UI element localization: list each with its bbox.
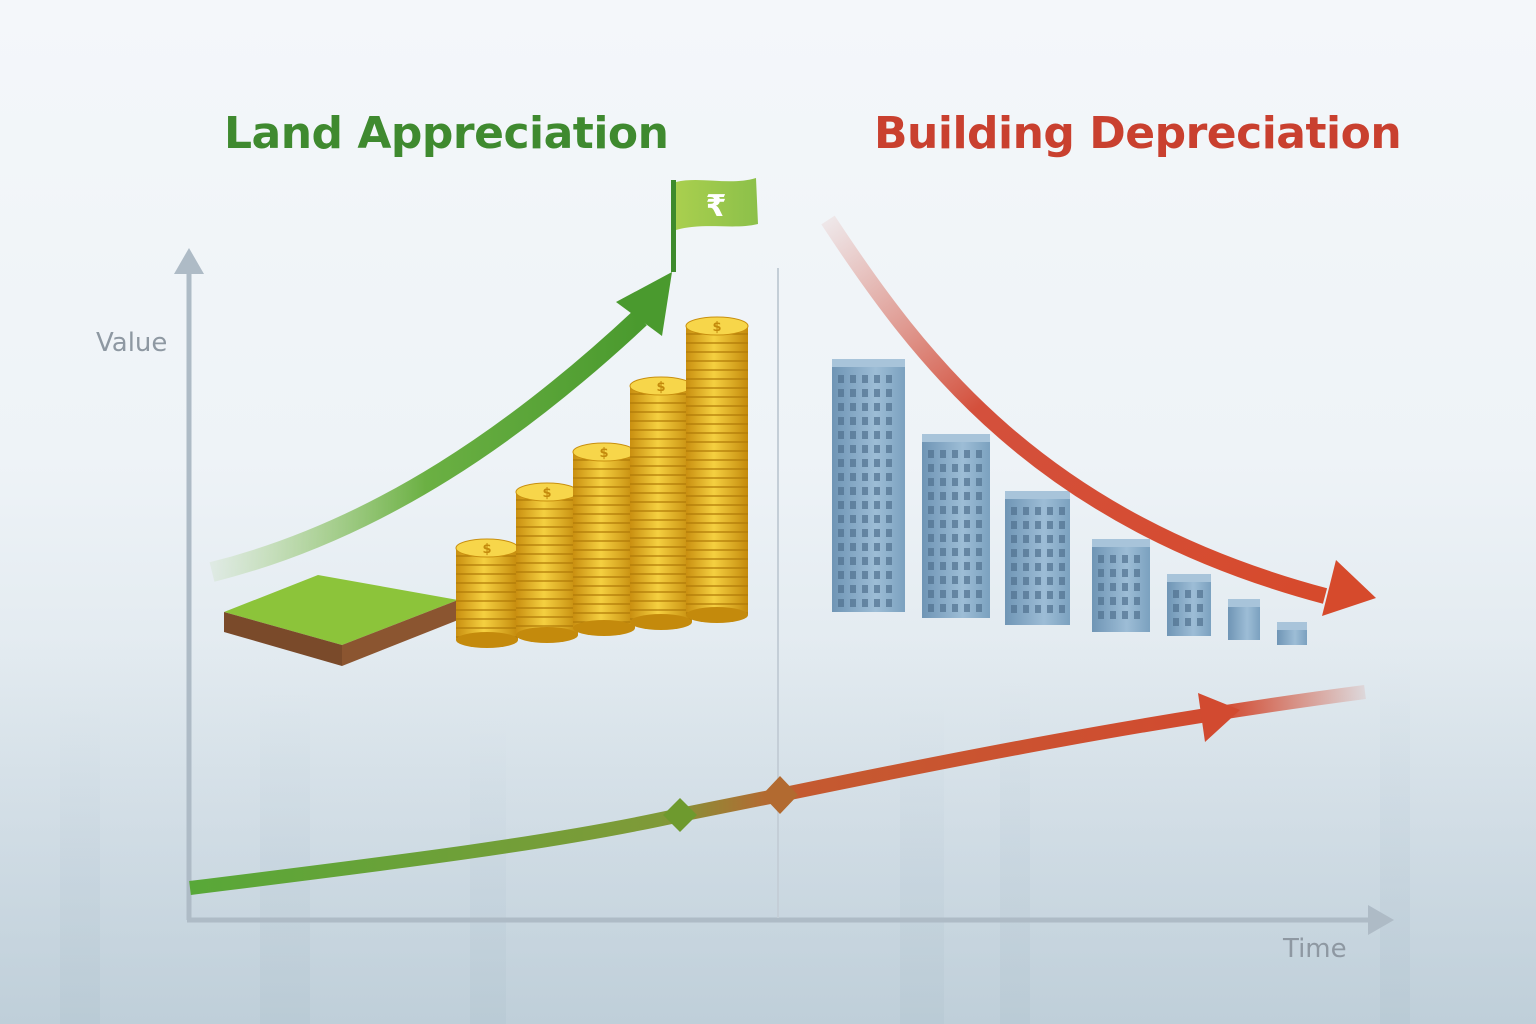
appreciation-arrow (209, 272, 672, 582)
dollar-symbol: $ (482, 542, 491, 557)
building-icon (1277, 622, 1307, 645)
trend-arrowhead (1198, 693, 1240, 742)
building-icon (922, 434, 990, 618)
dollar-symbol: $ (656, 380, 665, 395)
land-appreciation-title: Land Appreciation (224, 108, 669, 159)
dollar-symbol: $ (712, 320, 721, 335)
building-icon (832, 359, 905, 612)
rupee-flag-icon: ₹ (671, 178, 758, 272)
bottom-trend-line (189, 685, 1366, 895)
coin-stack: $ (685, 316, 749, 623)
dollar-symbol: $ (599, 446, 608, 461)
building-icon (1228, 599, 1260, 640)
y-axis (174, 248, 204, 920)
x-axis-label: Time (1283, 934, 1347, 964)
land-plot-icon (224, 575, 458, 666)
depreciation-arrow (821, 215, 1376, 616)
building-icon (1005, 491, 1070, 625)
building-icon (1092, 539, 1150, 632)
coin-stack: $ (515, 482, 579, 643)
x-axis (187, 905, 1394, 935)
coin-stack: $ (455, 538, 519, 648)
building-depreciation-title: Building Depreciation (874, 108, 1402, 159)
coin-stack: $ (572, 442, 636, 636)
trend-marker-diamond (762, 776, 798, 814)
y-axis-label: Value (96, 328, 168, 358)
coin-stack: $ (629, 376, 693, 630)
dollar-symbol: $ (542, 486, 551, 501)
building-icon (1167, 574, 1211, 636)
rupee-symbol: ₹ (706, 189, 727, 224)
trend-marker-diamond (663, 798, 697, 832)
building-bars (832, 359, 1307, 645)
coin-stacks: $ $ $ $ $ (455, 316, 749, 648)
